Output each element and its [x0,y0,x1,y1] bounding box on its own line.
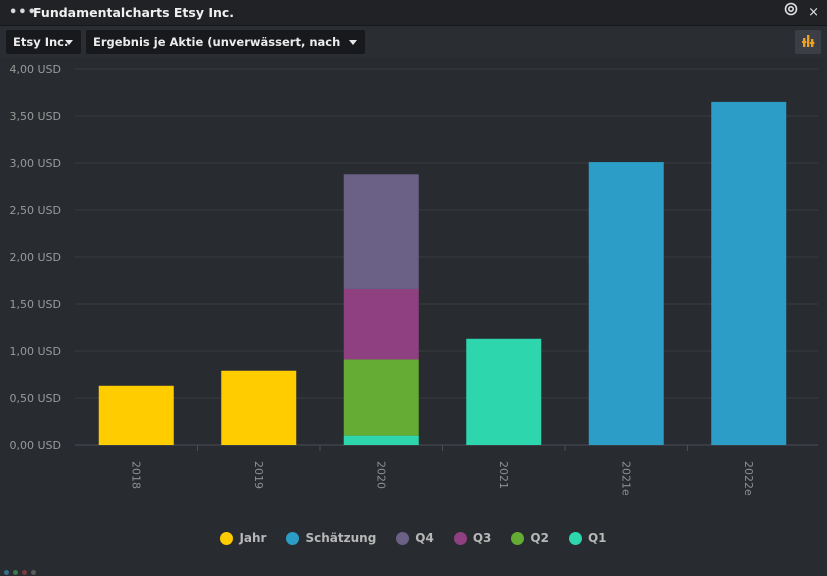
status-dot [4,570,9,575]
legend-item-q2[interactable]: Q2 [511,531,549,545]
y-tick-label: 2,00 USD [10,251,62,264]
window-titlebar: ••• Fundamentalcharts Etsy Inc. × [0,0,827,26]
company-select[interactable]: Etsy Inc. [6,30,81,54]
y-tick-label: 2,50 USD [10,204,62,217]
window-title: Fundamentalcharts Etsy Inc. [33,5,235,20]
toolbar: Etsy Inc. Ergebnis je Aktie (unverwässer… [0,26,827,73]
more-horizontal-icon[interactable]: ••• [9,4,37,20]
y-tick-label: 4,00 USD [10,63,62,76]
legend-item-q3[interactable]: Q3 [453,531,492,545]
chart-area: 0,00 USD 0,50 USD 1,00 USD 1,50 USD 2,00 USD… [0,58,827,576]
status-dot [22,570,27,575]
legend-label: Jahr [239,531,267,545]
y-tick-label: 1,50 USD [10,298,62,311]
legend-item-q1[interactable]: Q1 [568,531,607,545]
legend-item-q4[interactable]: Q4 [396,531,434,545]
y-tick-label: 3,00 USD [10,157,62,170]
status-indicators [4,570,36,575]
legend-item-schätzung[interactable]: Schätzung [286,531,376,545]
chart-settings-button[interactable] [795,30,821,54]
company-select-label: Etsy Inc. [13,35,69,49]
legend-swatch [286,531,300,545]
chevron-down-icon [349,40,357,45]
bar-jahr-2018 [98,385,174,445]
status-dot [31,570,36,575]
legend-swatch [453,531,467,545]
legend-swatch [568,531,582,545]
y-tick-label: 0,00 USD [10,439,62,452]
metric-select[interactable]: Ergebnis je Aktie (unverwässert, nach St… [86,30,365,73]
y-tick-label: 3,50 USD [10,110,62,123]
y-tick-label: 0,50 USD [10,392,62,405]
bar-schätzung-2022e [711,101,787,446]
bar-q1-2021 [466,338,542,445]
close-icon[interactable]: × [808,5,819,20]
bar-q1-2020 [343,435,419,445]
legend-label: Q3 [472,531,492,545]
eps-bar-chart: 0,00 USD 0,50 USD 1,00 USD 1,50 USD 2,00 USD… [10,63,818,496]
target-icon[interactable] [784,0,798,26]
x-tick-label: 2018 [129,461,142,489]
legend-label: Schätzung [305,531,377,545]
chart-settings-icon [802,35,815,47]
y-tick-label: 1,00 USD [10,345,62,358]
bar-jahr-2019 [221,370,297,445]
chart-legend: Jahr Schätzung Q4 Q3 Q2 Q1 [0,528,827,548]
bar-q3-2020 [343,288,419,360]
bar-q2-2020 [343,359,419,436]
x-tick-label: 2020 [374,461,387,489]
legend-swatch [396,531,410,545]
legend-label: Q4 [415,531,434,545]
legend-swatch [220,531,234,545]
status-dot [13,570,18,575]
x-tick-label: 2019 [252,461,265,489]
bar-q4-2020 [343,174,419,289]
x-tick-label: 2021 [497,461,510,489]
x-tick-label: 2021e [619,461,632,496]
legend-label: Q2 [530,531,549,545]
chevron-down-icon [65,40,73,45]
legend-item-jahr[interactable]: Jahr [220,531,266,545]
legend-label: Q1 [587,531,607,545]
legend-swatch [511,531,525,545]
x-tick-label: 2022e [742,461,755,496]
bar-schätzung-2021e [588,162,664,445]
